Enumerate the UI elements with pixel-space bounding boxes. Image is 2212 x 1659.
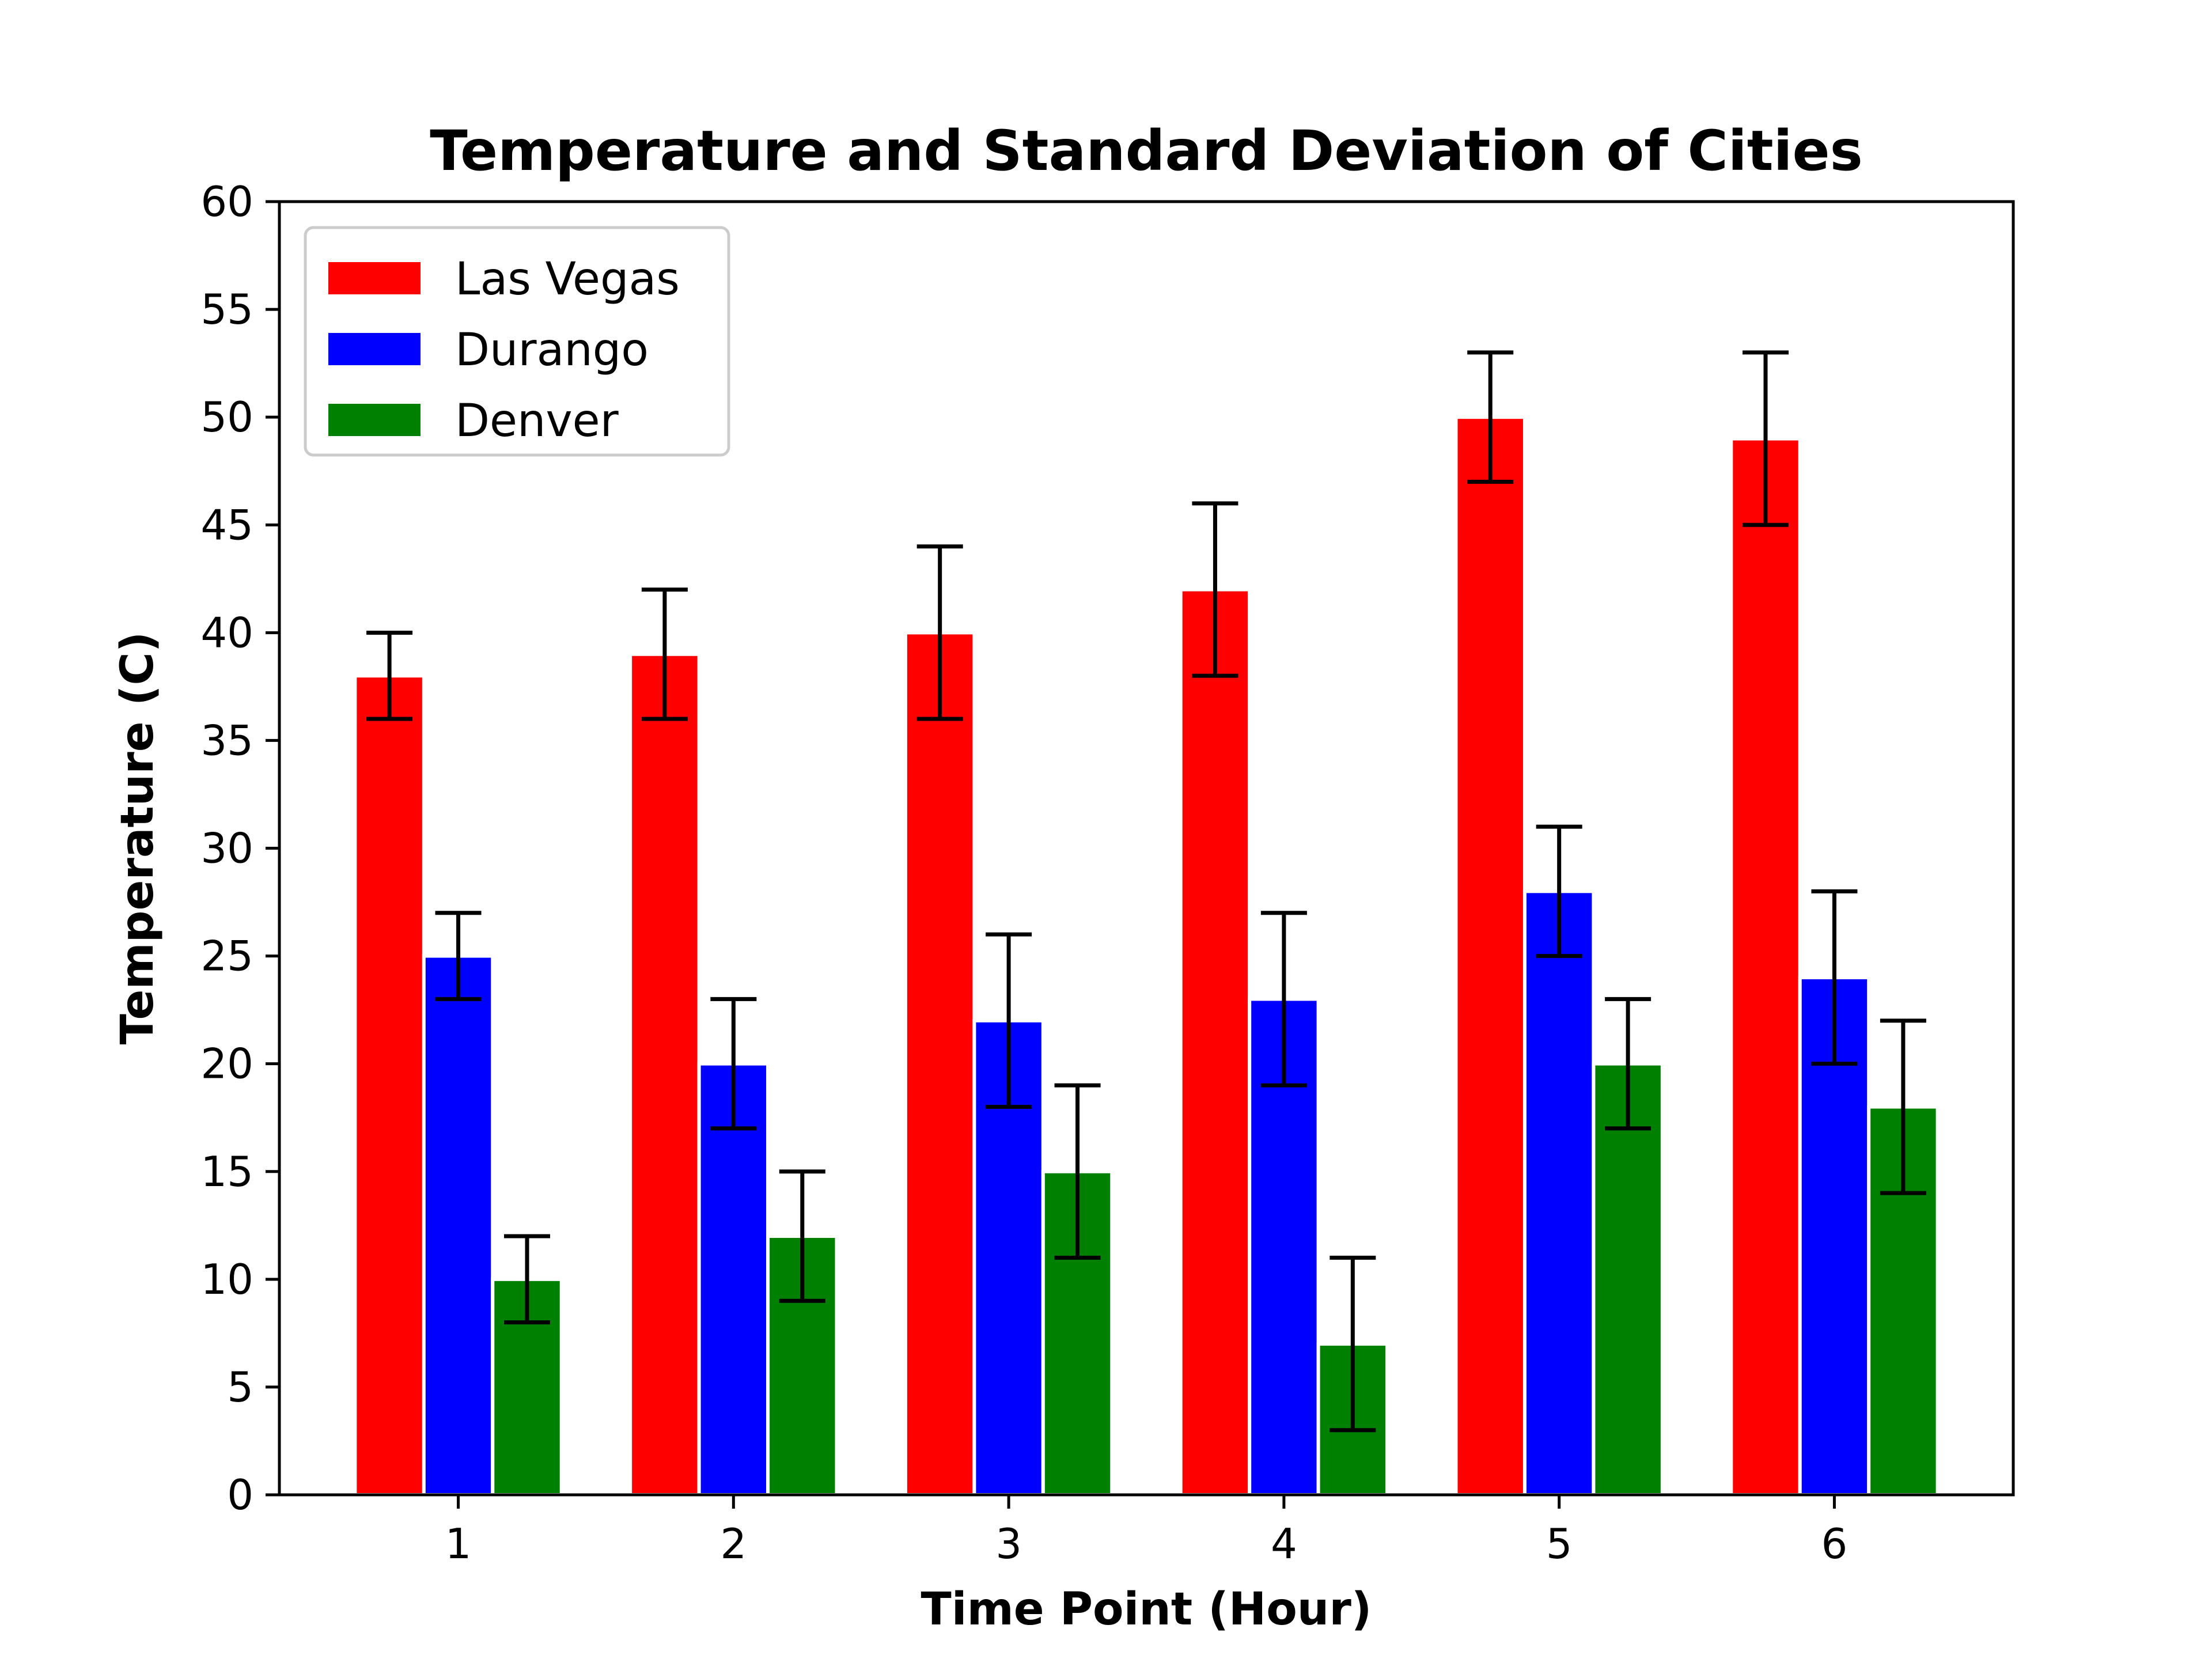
legend-label-las-vegas: Las Vegas [455,253,680,305]
bar-las-vegas-1 [353,674,426,1497]
y-tick-label: 55 [200,285,253,334]
y-tick-label: 50 [200,393,253,441]
bar-durango-5 [1522,889,1596,1497]
y-tick-label: 45 [200,501,253,549]
bar-las-vegas-6 [1729,437,1802,1497]
legend-label-denver: Denver [455,395,619,447]
legend-swatch-las-vegas [328,262,421,294]
bar-las-vegas-3 [903,631,976,1497]
chart-title: Temperature and Standard Deviation of Ci… [430,119,1862,183]
y-tick-label: 0 [227,1471,253,1519]
x-tick-label: 2 [720,1520,747,1568]
y-axis-label: Temperature (C) [112,632,164,1045]
y-tick-label: 20 [200,1040,253,1088]
bar-durango-1 [422,954,495,1497]
y-tick-label: 25 [200,932,253,980]
x-tick-label: 5 [1546,1520,1573,1568]
x-tick-label: 6 [1821,1520,1848,1568]
y-tick-label: 30 [200,824,253,873]
x-tick-label: 3 [995,1520,1022,1568]
y-tick-label: 5 [227,1363,253,1411]
y-tick-label: 40 [200,608,253,657]
legend-swatch-denver [328,404,421,436]
bar-las-vegas-5 [1454,415,1527,1497]
bar-las-vegas-2 [628,652,701,1497]
legend-label-durango: Durango [455,324,649,376]
y-tick-label: 60 [200,177,253,226]
y-tick-label: 35 [200,716,253,764]
bar-denver-5 [1592,1062,1664,1497]
y-tick-label: 15 [200,1147,253,1196]
x-axis-label: Time Point (Hour) [921,1584,1372,1635]
x-tick-label: 4 [1271,1520,1297,1568]
bar-las-vegas-4 [1179,588,1252,1497]
x-tick-label: 1 [445,1520,472,1568]
y-tick-label: 10 [200,1255,253,1304]
legend-swatch-durango [328,333,421,365]
